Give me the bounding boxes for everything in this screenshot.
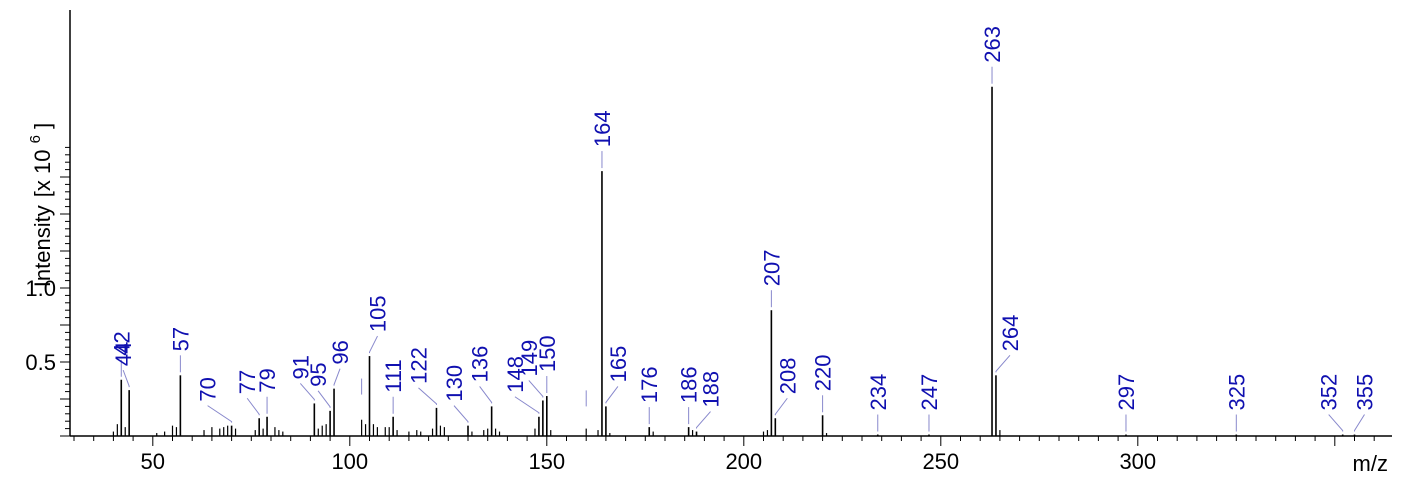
peak-label-150: 150 xyxy=(535,335,560,372)
y-axis-label: Intensity [x 10 6 ] xyxy=(20,123,55,287)
peak-label-91: 91 xyxy=(288,355,313,379)
peak-label-57: 57 xyxy=(168,327,193,351)
peak-label-176: 176 xyxy=(637,366,662,403)
peak-label-208: 208 xyxy=(775,358,800,395)
peak-label-264: 264 xyxy=(998,315,1023,352)
peak-label-220: 220 xyxy=(811,355,836,392)
peak-leader-96 xyxy=(333,368,341,386)
peak-leader-149 xyxy=(528,380,544,398)
peak-label-297: 297 xyxy=(1114,374,1139,411)
peak-leader-352 xyxy=(1328,414,1344,432)
y-axis-label-unit: [x 10 xyxy=(30,149,55,197)
peak-leader-136 xyxy=(479,386,493,404)
peak-leader-105 xyxy=(369,335,378,354)
peak-leader-91 xyxy=(299,383,315,401)
peak-label-136: 136 xyxy=(468,346,493,383)
peak-leader-44 xyxy=(122,369,130,388)
x-axis-label: m/z xyxy=(1353,451,1388,476)
peak-leader-70 xyxy=(207,405,233,423)
peak-label-105: 105 xyxy=(366,295,391,332)
peak-label-70: 70 xyxy=(196,377,221,401)
peak-label-148: 148 xyxy=(503,356,528,393)
x-tick-label: 200 xyxy=(725,449,762,474)
x-tick-label: 50 xyxy=(141,449,165,474)
peak-leader-77 xyxy=(246,397,260,416)
axes: 50 100 150 200 250 300 0.5 1.0 xyxy=(25,10,1392,474)
y-axis-label-name: Intensity xyxy=(30,205,55,287)
peak-leader-122 xyxy=(418,387,437,405)
peak-label-44: 44 xyxy=(111,342,136,366)
peaks xyxy=(112,86,1356,436)
peak-label-325: 325 xyxy=(1224,374,1249,411)
y-axis-label-close: ] xyxy=(30,123,55,129)
peak-leader-165 xyxy=(605,386,619,404)
peak-label-111: 111 xyxy=(381,359,406,392)
peak-label-164: 164 xyxy=(590,110,615,147)
peak-leader-355 xyxy=(1354,414,1365,432)
x-tick-label: 100 xyxy=(331,449,368,474)
peak-label-263: 263 xyxy=(980,26,1005,63)
peak-label-122: 122 xyxy=(406,347,431,384)
peak-label-247: 247 xyxy=(917,374,942,411)
peak-label-96: 96 xyxy=(328,340,353,364)
peak-label-130: 130 xyxy=(442,365,467,402)
peak-label-355: 355 xyxy=(1353,374,1378,411)
peak-label-234: 234 xyxy=(866,374,891,411)
x-tick-label: 150 xyxy=(528,449,565,474)
peak-label-165: 165 xyxy=(606,346,631,383)
peak-leader-188 xyxy=(696,411,711,429)
peak-label-95: 95 xyxy=(306,362,331,386)
peak-label-77: 77 xyxy=(235,370,260,394)
y-axis-label-exponent: 6 xyxy=(27,135,44,143)
y-axis-label-text: Intensity [x 10 6 ] xyxy=(20,123,55,287)
peak-label-352: 352 xyxy=(1317,374,1342,411)
peak-label-149: 149 xyxy=(517,340,542,377)
peak-label-188: 188 xyxy=(699,371,724,408)
x-tick-label: 300 xyxy=(1119,449,1156,474)
peak-leader-208 xyxy=(774,397,788,416)
x-tick-label: 250 xyxy=(922,449,959,474)
peak-leader-148 xyxy=(514,396,540,414)
peak-leader-95 xyxy=(317,390,331,408)
peak-label-79: 79 xyxy=(255,368,280,392)
peak-leader-130 xyxy=(453,405,469,423)
y-tick-label: 0.5 xyxy=(25,350,56,375)
peak-label-207: 207 xyxy=(759,249,784,286)
y-tick-label: 1.0 xyxy=(25,276,56,301)
peak-leader-264 xyxy=(995,354,1011,373)
peak-label-186: 186 xyxy=(677,366,702,403)
peak-label-42: 42 xyxy=(109,331,134,355)
